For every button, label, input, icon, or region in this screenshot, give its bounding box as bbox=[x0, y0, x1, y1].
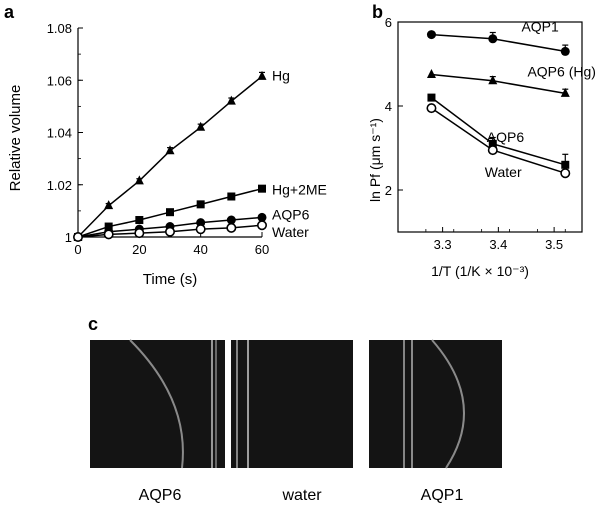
chart-a-x-tick-label-1: 20 bbox=[132, 242, 146, 257]
chart-a-y-tick-label-0: 1 bbox=[65, 230, 72, 245]
chart-a-point-water-6 bbox=[256, 220, 267, 231]
chart-b-series-water bbox=[426, 103, 571, 179]
panel-a-letter: a bbox=[4, 2, 15, 22]
chart-b-series-label-aqp6-hg: AQP6 (Hg) bbox=[527, 64, 595, 80]
chart-a-point-hg-2me-4 bbox=[196, 200, 205, 209]
micrograph-aqp1 bbox=[369, 339, 502, 469]
chart-a-series-label-hg: Hg bbox=[272, 67, 290, 83]
chart-b-point-aqp6-1 bbox=[488, 139, 497, 148]
panel-c-letter: c bbox=[88, 314, 98, 334]
chart-a-point-water-5 bbox=[226, 222, 237, 233]
chart-a-series-label-water: Water bbox=[272, 224, 309, 240]
chart-a-point-water-1 bbox=[103, 229, 114, 240]
chart-b-point-water-2 bbox=[560, 168, 571, 179]
micrograph-label-aqp6: AQP6 bbox=[139, 487, 182, 504]
chart-b-x-tick-label-0: 3.3 bbox=[434, 237, 452, 252]
chart-b-point-aqp1-0 bbox=[426, 30, 436, 40]
chart-b-line-aqp1 bbox=[431, 33, 566, 53]
chart-a-x-tick-label-2: 40 bbox=[193, 242, 207, 257]
chart-b-y-axis-label: ln Pf (μm s⁻¹) bbox=[367, 118, 383, 202]
chart-a-point-hg-4 bbox=[196, 121, 206, 131]
chart-a-point-aqp6-6 bbox=[257, 212, 267, 222]
chart-a-y-tick-label-3: 1.06 bbox=[47, 73, 72, 88]
chart-a-point-water-2 bbox=[134, 228, 145, 239]
chart-b-series-label-aqp1: AQP1 bbox=[521, 19, 559, 35]
chart-a-series-water bbox=[73, 220, 267, 243]
chart-a-point-hg-2me-2 bbox=[135, 216, 144, 225]
chart-a-point-hg-5 bbox=[226, 95, 236, 105]
chart-b-series-aqp6-hg bbox=[426, 69, 570, 97]
chart-b-point-aqp6-0 bbox=[427, 93, 436, 102]
chart-a-series-label-hg-2me: Hg+2ME bbox=[272, 182, 327, 198]
chart-b-point-aqp6-hg-2 bbox=[560, 87, 570, 97]
chart-b-point-aqp1-2 bbox=[560, 46, 570, 56]
micrograph-label-water: water bbox=[281, 487, 322, 504]
chart-b-y-tick-label-1: 4 bbox=[385, 99, 392, 114]
chart-b-series-label-aqp6: AQP6 bbox=[487, 129, 525, 145]
micrograph-label-aqp1: AQP1 bbox=[421, 487, 464, 504]
chart-a-point-hg-6 bbox=[257, 70, 267, 80]
chart-b-series-aqp1 bbox=[426, 30, 570, 56]
micrograph-strip: AQP6 water AQP1 bbox=[90, 339, 502, 504]
micrograph-water bbox=[231, 340, 353, 468]
chart-b-point-aqp1-1 bbox=[488, 34, 498, 44]
chart-a-point-hg-2me-1 bbox=[104, 222, 113, 231]
chart-a-series-label-aqp6: AQP6 bbox=[272, 206, 310, 222]
chart-b-point-aqp6-hg-0 bbox=[426, 69, 436, 78]
chart-a-x-tick-label-3: 60 bbox=[255, 242, 269, 257]
chart-b: 1/T (1/K × 10⁻³) ln Pf (μm s⁻¹) 2 4 6 3.3 3.… bbox=[367, 15, 596, 279]
chart-a-point-water-4 bbox=[195, 224, 206, 235]
chart-a-y-tick-label-4: 1.08 bbox=[47, 21, 72, 36]
chart-b-point-aqp6-hg-1 bbox=[488, 75, 498, 85]
chart-a-point-hg-3 bbox=[165, 145, 175, 155]
chart-a-y-tick-label-2: 1.04 bbox=[47, 126, 72, 141]
chart-b-point-water-0 bbox=[426, 103, 437, 114]
chart-a-x-axis-label: Time (s) bbox=[143, 271, 197, 288]
chart-b-x-tick-label-2: 3.5 bbox=[545, 237, 563, 252]
chart-a-point-hg-2me-6 bbox=[258, 184, 266, 193]
chart-b-series-aqp6 bbox=[427, 93, 570, 169]
chart-b-point-aqp6-2 bbox=[561, 160, 570, 169]
chart-a-point-hg-2 bbox=[134, 175, 144, 185]
chart-a-x-tick-label-0: 0 bbox=[74, 242, 81, 257]
chart-a-point-hg-1 bbox=[104, 200, 114, 210]
chart-a-point-water-0 bbox=[73, 232, 84, 243]
chart-a-point-hg-2me-3 bbox=[166, 208, 174, 217]
chart-a-point-hg-2me-5 bbox=[227, 192, 236, 201]
chart-a-point-water-3 bbox=[165, 226, 176, 237]
chart-b-y-tick-label-0: 2 bbox=[385, 183, 392, 198]
micrograph-aqp6 bbox=[90, 339, 225, 469]
chart-a-y-axis-label: Relative volume bbox=[7, 85, 24, 192]
chart-a: Relative volume Time (s) 1 1.02 1.04 1.06 1.… bbox=[7, 21, 327, 288]
chart-b-y-tick-label-2: 6 bbox=[385, 15, 392, 30]
chart-a-point-aqp6-5 bbox=[226, 215, 236, 225]
chart-a-y-tick-label-1: 1.02 bbox=[47, 178, 72, 193]
chart-b-frame bbox=[397, 21, 583, 233]
chart-b-x-tick-label-1: 3.4 bbox=[489, 237, 507, 252]
chart-b-point-water-1 bbox=[487, 145, 498, 156]
panel-b-letter: b bbox=[372, 2, 383, 22]
chart-b-series-label-water: Water bbox=[485, 164, 522, 180]
chart-b-x-axis-label: 1/T (1/K × 10⁻³) bbox=[431, 263, 529, 279]
